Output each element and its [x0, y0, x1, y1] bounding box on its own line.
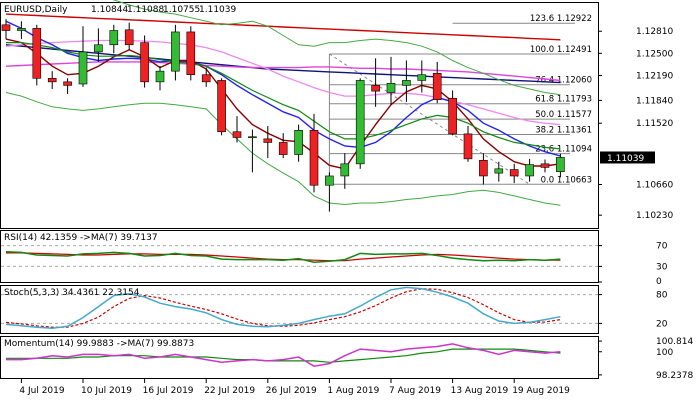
last-price-label: 1.11039 — [607, 154, 644, 164]
date-tick-label: 16 Jul 2019 — [143, 386, 194, 396]
symbol-title: EURUSD,Daily — [4, 5, 68, 15]
candle-body — [309, 130, 319, 186]
fib-swing-line — [329, 53, 530, 185]
candle-body — [32, 28, 42, 79]
momentum-title: Momentum(14) 99.9883 ->MA(7) 99.8873 — [4, 339, 194, 349]
overlay-line-ma_red — [5, 13, 561, 41]
candle-body — [47, 77, 57, 83]
candle-body — [479, 159, 488, 177]
momentum-tick-label: 100.814 — [656, 337, 693, 347]
candle-body — [325, 175, 334, 186]
stoch-tick-label: 80 — [656, 291, 668, 301]
candle-body — [63, 81, 72, 86]
fib-level-label: 0.0 1.10663 — [541, 175, 592, 185]
candle-body — [217, 80, 226, 133]
candle-body — [186, 31, 196, 76]
candle-body — [509, 169, 519, 177]
candle-body — [386, 82, 396, 93]
date-tick-label: 1 Aug 2019 — [327, 386, 379, 396]
candle-body — [17, 28, 26, 31]
price-panel — [0, 2, 599, 229]
fib-level-label: 61.8 1.11793 — [535, 95, 592, 105]
candle-body — [263, 138, 273, 143]
candle-body — [371, 85, 380, 92]
overlay-line-ma_navy — [5, 44, 561, 84]
header-ohlc-value: 1.11088 — [127, 5, 164, 15]
candle-body — [171, 31, 180, 72]
candle-body — [109, 30, 119, 46]
date-tick-label: 22 Jul 2019 — [204, 386, 255, 396]
candle-body — [124, 29, 134, 46]
price-tick-label: 1.12810 — [636, 27, 673, 37]
rsi-tick-label: 0 — [656, 277, 662, 287]
date-tick-label: 7 Aug 2019 — [389, 386, 441, 396]
overlay-line-band — [5, 92, 561, 206]
rsi-tick-label: 70 — [656, 242, 668, 252]
momentum-tick-label: 98.2378 — [656, 371, 693, 381]
stoch-title: Stoch(5,3,3) 34.4361 22.3154 — [4, 288, 140, 298]
rsi-title: RSI(14) 42.1359 ->MA(7) 39.7137 — [4, 233, 158, 243]
candle-body — [355, 80, 365, 165]
price-tick-label: 1.11520 — [636, 119, 673, 129]
price-tick-label: 1.12190 — [636, 71, 673, 81]
price-tick-label: 1.10660 — [636, 181, 673, 191]
candle-body — [448, 97, 457, 135]
fib-level-label: 50.0 1.11577 — [535, 110, 592, 120]
candle-body — [432, 72, 442, 100]
price-tick-label: 1.10230 — [636, 211, 673, 221]
fib-level-label: 38.2 1.11361 — [535, 126, 592, 136]
candle-body — [248, 136, 257, 139]
fib-level-label: 100.0 1.12491 — [530, 45, 592, 55]
candle-body — [201, 74, 211, 83]
header-ohlc-value: 1.10844 — [91, 5, 128, 15]
candle-body — [94, 44, 103, 53]
date-tick-label: 26 Jul 2019 — [266, 386, 317, 396]
candle-body — [494, 168, 504, 174]
fib-level-label: 123.6 1.12922 — [530, 14, 592, 24]
candle-body — [140, 42, 149, 83]
candle-body — [78, 51, 88, 85]
fib-level-label: 23.6 1.11094 — [535, 145, 592, 155]
momentum-main-line — [6, 343, 561, 367]
candle-body — [232, 131, 242, 138]
date-tick-label: 4 Jul 2019 — [19, 386, 64, 396]
candle-body — [556, 157, 565, 172]
momentum-tick-label: 100 — [656, 348, 673, 358]
header-ohlc-value: 1.11039 — [199, 5, 236, 15]
rsi-tick-label: 30 — [656, 262, 668, 272]
price-tick-label: 1.11840 — [636, 96, 673, 106]
candle-body — [155, 70, 165, 83]
date-tick-label: 10 Jul 2019 — [81, 386, 132, 396]
header-ohlc-value: 1.10755 — [163, 5, 200, 15]
date-tick-label: 19 Aug 2019 — [512, 386, 570, 396]
overlay-line-ma_magenta — [5, 61, 561, 82]
candle-body — [278, 142, 288, 155]
date-tick-label: 13 Aug 2019 — [451, 386, 509, 396]
stoch-main-line — [5, 286, 561, 329]
stoch-panel — [0, 285, 599, 334]
fib-level-label: 76.4 1.12060 — [535, 76, 592, 86]
candle-body — [1, 24, 11, 31]
candle-body — [294, 130, 303, 155]
stoch-signal-line — [5, 288, 561, 328]
candle-body — [525, 164, 534, 177]
candle-body — [417, 74, 427, 81]
candle-body — [463, 133, 473, 160]
momentum-signal-line — [6, 348, 561, 363]
stoch-tick-label: 20 — [656, 319, 668, 329]
candle-body — [340, 163, 350, 177]
rsi-panel — [0, 230, 599, 283]
momentum-panel — [0, 336, 599, 379]
rsi-main-line — [5, 251, 561, 263]
candle-body — [402, 80, 411, 86]
candle-body — [540, 163, 550, 168]
price-tick-label: 1.12500 — [636, 49, 673, 59]
overlay-line-band — [112, 0, 561, 96]
last-price-box — [600, 151, 655, 164]
